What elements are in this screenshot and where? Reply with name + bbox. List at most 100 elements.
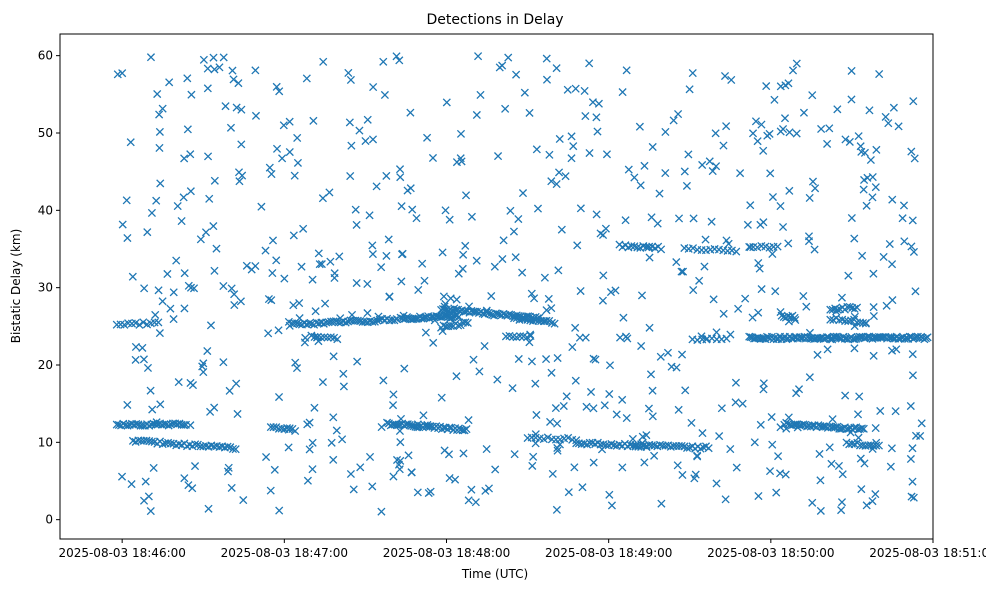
detection-point: [382, 251, 391, 260]
detection-point: [611, 286, 620, 295]
detection-point: [589, 404, 598, 413]
detection-point: [174, 378, 183, 387]
detection-point: [275, 506, 284, 515]
detection-point: [599, 271, 608, 280]
x-axis-label: Time (UTC): [461, 567, 528, 581]
detection-point: [318, 194, 327, 203]
detection-point: [149, 463, 158, 472]
detection-point: [748, 129, 758, 138]
detection-point: [356, 463, 365, 472]
detection-point: [547, 177, 556, 186]
detection-point: [257, 202, 266, 211]
detection-point: [606, 288, 616, 297]
detection-point: [203, 152, 213, 161]
detection-point: [884, 333, 893, 342]
detection-point: [295, 298, 304, 308]
detection-point: [844, 317, 853, 326]
detection-point: [126, 138, 135, 147]
detection-point: [307, 319, 316, 328]
detection-point: [445, 215, 454, 224]
detection-point: [231, 445, 240, 454]
detection-point: [131, 355, 140, 364]
detection-point: [180, 474, 189, 483]
detection-point: [437, 393, 446, 402]
detection-point: [501, 104, 510, 113]
detection-point: [869, 351, 878, 360]
detection-point: [349, 485, 358, 494]
detection-point: [188, 484, 197, 493]
detection-point: [837, 506, 846, 515]
detection-point: [906, 454, 915, 464]
detection-point: [234, 168, 244, 177]
detection-point: [855, 332, 864, 341]
detection-point: [303, 476, 312, 485]
detection-point: [498, 254, 507, 264]
detection-point: [279, 121, 288, 130]
detection-point: [269, 423, 278, 432]
detection-point: [495, 63, 504, 72]
detection-point: [640, 458, 649, 467]
detection-point: [504, 53, 513, 62]
detection-point: [887, 260, 897, 269]
detection-point: [554, 168, 564, 177]
detection-point: [331, 317, 341, 326]
x-tick-label: 2025-08-03 18:49:00: [545, 546, 672, 560]
detection-point: [127, 480, 136, 489]
detection-point: [135, 320, 144, 329]
detection-point: [804, 237, 814, 246]
detection-point: [412, 214, 421, 223]
detection-point: [837, 293, 846, 302]
detection-point: [633, 243, 642, 252]
detection-point: [461, 318, 470, 327]
detection-point: [389, 472, 398, 481]
detection-point: [397, 202, 406, 211]
detection-point: [532, 410, 541, 420]
detection-point: [154, 318, 163, 327]
detection-point: [482, 444, 491, 454]
detection-point: [598, 296, 607, 305]
detection-point: [187, 90, 196, 99]
detection-point: [754, 308, 763, 317]
detection-point: [377, 507, 386, 516]
detection-point: [413, 420, 422, 429]
detection-point: [344, 68, 353, 78]
detection-point: [481, 486, 490, 495]
detection-point: [128, 272, 137, 281]
detection-point: [177, 217, 186, 226]
detection-point: [707, 217, 716, 226]
detection-point: [531, 379, 540, 388]
detection-point: [284, 425, 293, 434]
detection-point: [618, 463, 627, 472]
detection-point: [186, 150, 195, 159]
detection-point: [567, 154, 576, 163]
detection-point: [695, 276, 704, 285]
detection-point: [768, 192, 777, 202]
detection-point: [765, 467, 775, 476]
detection-point: [309, 116, 318, 125]
detection-point: [319, 319, 328, 328]
detection-point: [720, 71, 730, 81]
detection-point: [317, 260, 326, 269]
detection-point: [461, 191, 471, 200]
detection-point: [868, 193, 877, 202]
detection-point: [869, 269, 878, 278]
detection-point: [493, 152, 503, 161]
detection-point: [759, 385, 768, 394]
detection-point: [693, 452, 702, 461]
detection-point: [148, 405, 157, 414]
detection-point: [885, 239, 894, 249]
detection-point: [586, 387, 596, 397]
detection-point: [768, 440, 777, 449]
detection-point: [741, 294, 750, 303]
detection-point: [347, 141, 356, 150]
detection-point: [326, 333, 335, 342]
detection-point: [792, 389, 801, 398]
detection-point: [237, 140, 246, 149]
detection-point: [199, 368, 208, 377]
detection-point: [856, 142, 865, 151]
detection-point: [400, 364, 409, 373]
detection-point: [698, 160, 707, 170]
detection-point: [850, 304, 859, 313]
detection-point: [369, 83, 378, 92]
detection-point: [757, 120, 766, 129]
